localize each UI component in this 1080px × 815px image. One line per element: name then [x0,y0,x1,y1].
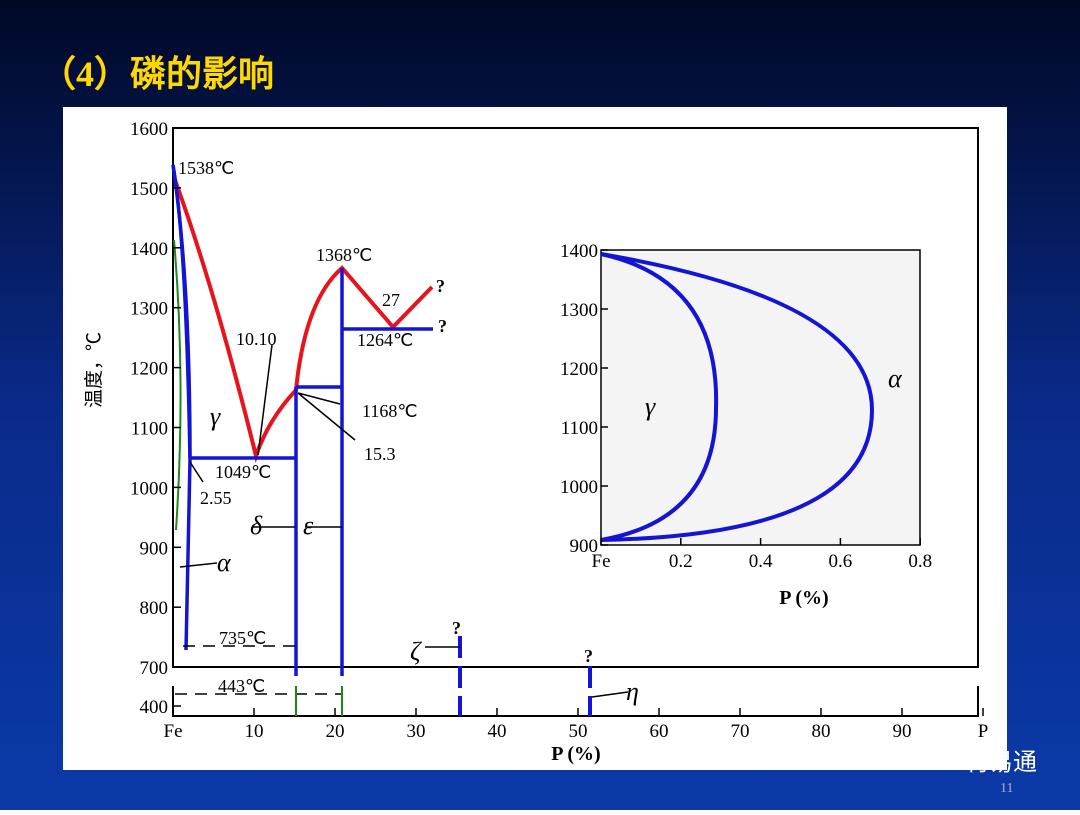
inset-y-tick-label: 1100 [561,418,598,439]
annotation: 1368℃ [316,245,372,265]
phase-lines [190,268,433,676]
x-tick-label: 10 [245,721,264,742]
y-tick-label: 900 [140,538,169,559]
x-tick-label: 20 [326,721,345,742]
alpha-boundary [600,252,875,542]
y-tick-label: 1100 [131,419,168,440]
y-tick-label: 700 [140,658,169,679]
inset-x-tick-label: 0.6 [829,551,853,572]
inset-x-label: P (%) [779,587,828,609]
annotation: ? [452,618,461,638]
phase-label: ζ [410,637,422,666]
annotation: 1168℃ [362,401,418,421]
x-tick-label: P [978,721,989,742]
x-tick-label: 60 [650,721,669,742]
lower-lines [295,686,343,716]
gamma-loop [173,239,182,531]
annotation: ? [584,646,593,666]
y-tick-label: 1200 [130,359,168,380]
annotation: 15.3 [364,444,396,464]
x-tick-label: 40 [488,721,507,742]
page-number: 11 [1000,781,1013,796]
annotation: 1049℃ [215,462,271,482]
annotation: 735℃ [219,628,266,648]
annotation: ? [438,316,447,336]
x-axis-label: P (%) [551,743,600,765]
watermark: 材易通 [965,749,1037,776]
phase-label: γ [645,392,656,421]
inset-y-tick-label: 1200 [560,359,598,380]
annotation: 2.55 [200,488,232,508]
inset-y-tick-label: 1400 [560,241,598,262]
x-tick-label: 80 [812,721,831,742]
phase-label: α [217,548,232,577]
inset-y-tick-label: 1000 [560,477,598,498]
inset-x-tick-label: 0.8 [908,551,932,572]
leader-lines [179,344,629,698]
main-plot: 1538℃ 1368℃ 27 ? ? 10.10 1264℃ 1168℃ 15.… [83,119,988,765]
y-tick-label: 1600 [130,119,168,140]
annotation: ? [436,276,445,296]
phase-label: η [626,677,639,706]
y-tick-label: 1400 [130,239,168,260]
inset-y-tick-label: 1300 [560,300,598,321]
annotation: 1264℃ [357,330,413,350]
y-tick-label: 800 [140,598,169,619]
x-tick-label: 90 [893,721,912,742]
inset-frame [600,249,921,546]
x-tick-label: Fe [164,721,183,742]
x-tick-label: 70 [731,721,750,742]
x-tick-label: 50 [569,721,588,742]
x-tick-label: 30 [407,721,426,742]
liquidus [173,179,434,464]
slide-title: （4）磷的影响 [40,54,274,94]
y-tick-label: 1500 [130,179,168,200]
annotation: 443℃ [218,676,265,696]
zeta-eta-lines [458,636,592,716]
y-axis-label: 温度，℃ [83,332,105,408]
inset-y-tick-label: 900 [570,536,599,557]
inset-x-tick-label: 0.4 [749,551,773,572]
phase-label: δ [250,511,263,540]
inset-x-tick-label: Fe [592,551,611,572]
annotation: 27 [382,290,400,310]
annotation: 10.10 [236,329,277,349]
phase-label: ε [303,511,314,540]
inset-x-tick-label: 0.2 [669,551,693,572]
alpha-boundary [171,164,192,651]
lower-axes-frame [172,686,979,717]
axes-frame [172,127,979,668]
annotation: 1538℃ [178,158,234,178]
y-tick-label: 1000 [130,478,168,499]
phase-label: γ [210,402,221,431]
phase-label: α [888,364,903,393]
gamma-boundary [600,252,719,542]
y-tick-label: 400 [140,697,169,718]
y-tick-label: 1300 [130,299,168,320]
